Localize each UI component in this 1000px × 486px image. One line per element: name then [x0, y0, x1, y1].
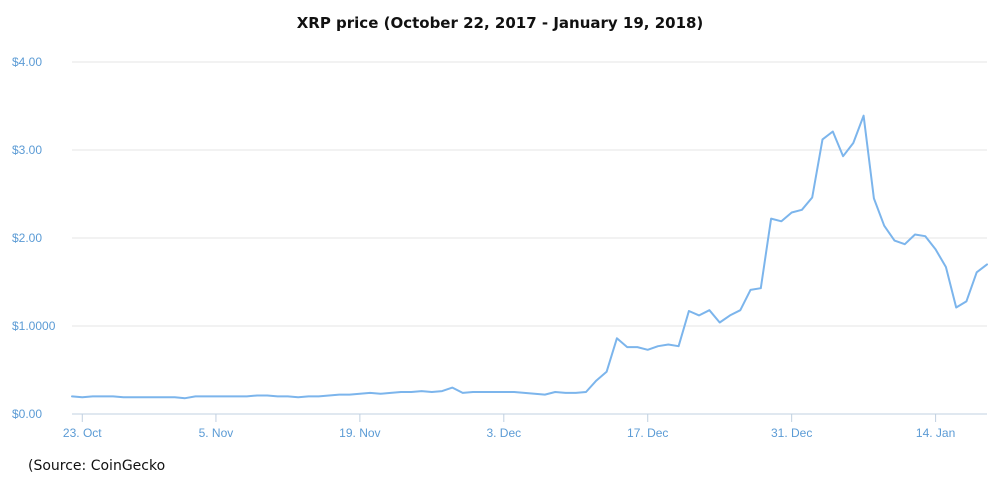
series-group: [71, 114, 988, 400]
x-tick-label: 23. Oct: [63, 426, 102, 440]
grid-lines: [72, 61, 987, 327]
y-tick-label: $0.00: [12, 407, 42, 421]
series-line: [71, 114, 988, 400]
chart-title: XRP price (October 22, 2017 - January 19…: [296, 14, 704, 32]
x-tick-label: 19. Nov: [339, 426, 380, 440]
source-note: (Source: CoinGecko: [28, 458, 166, 474]
y-axis-ticks: $0.00 $1.0000 $2.00 $3.00 $4.00: [12, 55, 56, 421]
y-tick-label: $4.00: [12, 55, 42, 69]
x-tick-label: 17. Dec: [627, 426, 668, 440]
x-tick-label: 31. Dec: [771, 426, 812, 440]
x-tick-label: 14. Jan: [916, 426, 955, 440]
y-tick-label: $2.00: [12, 231, 42, 245]
y-tick-label: $1.0000: [12, 319, 56, 333]
y-tick-label: $3.00: [12, 143, 42, 157]
x-axis: 23. Oct 5. Nov 19. Nov 3. Dec 17. Dec 31. Dec…: [63, 413, 987, 440]
x-tick-label: 3. Dec: [486, 426, 521, 440]
x-tick-label: 5. Nov: [199, 426, 234, 440]
